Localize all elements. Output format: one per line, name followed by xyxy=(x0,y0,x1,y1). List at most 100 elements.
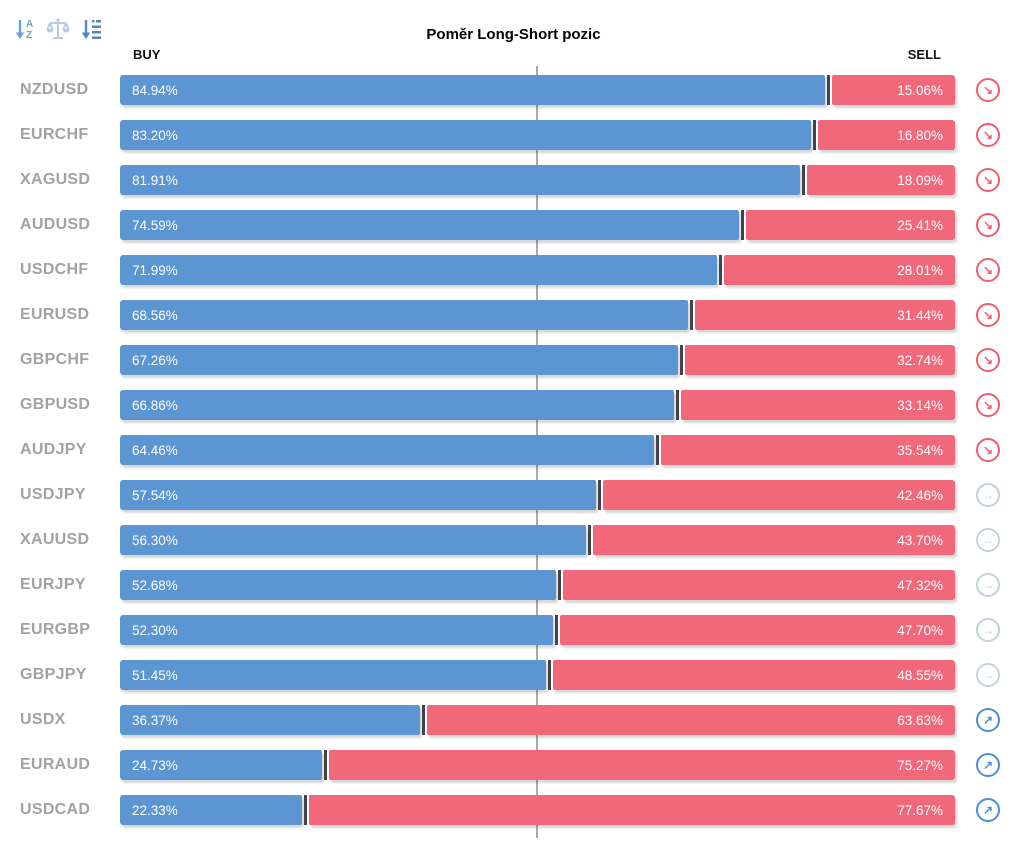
buy-value: 74.59% xyxy=(132,217,178,233)
bar-divider xyxy=(812,120,816,150)
sell-bar[interactable]: 18.09% xyxy=(806,165,955,195)
sell-bar[interactable]: 28.01% xyxy=(724,255,955,285)
sell-bar[interactable]: 77.67% xyxy=(309,795,955,825)
buy-bar[interactable]: 83.20% xyxy=(120,120,811,150)
pair-row: GBPJPY 51.45% 48.55% → xyxy=(0,660,1027,690)
buy-bar[interactable]: 22.33% xyxy=(120,795,303,825)
sell-bar[interactable]: 35.54% xyxy=(661,435,955,465)
trend-up-icon[interactable]: ↗ xyxy=(976,753,1000,777)
pair-row: EURUSD 68.56% 31.44% ↘ xyxy=(0,300,1027,330)
pair-label: AUDUSD xyxy=(20,216,91,233)
sell-bar[interactable]: 25.41% xyxy=(745,210,955,240)
sell-bar[interactable]: 75.27% xyxy=(329,750,955,780)
buy-bar[interactable]: 64.46% xyxy=(120,435,655,465)
sell-bar[interactable]: 15.06% xyxy=(832,75,955,105)
trend-up-icon[interactable]: ↗ xyxy=(976,798,1000,822)
buy-value: 52.30% xyxy=(132,622,178,638)
buy-bar[interactable]: 51.45% xyxy=(120,660,546,690)
pair-label: EURUSD xyxy=(20,306,90,323)
trend-flat-icon[interactable]: → xyxy=(976,618,1000,642)
pair-row: XAGUSD 81.91% 18.09% ↘ xyxy=(0,165,1027,195)
buy-value: 84.94% xyxy=(132,82,178,98)
sell-value: 31.44% xyxy=(897,307,943,323)
sell-bar[interactable]: 43.70% xyxy=(593,525,955,555)
trend-down-icon[interactable]: ↘ xyxy=(976,213,1000,237)
sell-bar[interactable]: 33.14% xyxy=(681,390,955,420)
sell-value: 75.27% xyxy=(897,757,943,773)
sell-value: 28.01% xyxy=(897,262,943,278)
sell-bar[interactable]: 31.44% xyxy=(695,300,955,330)
trend-flat-icon[interactable]: → xyxy=(976,573,1000,597)
buy-bar[interactable]: 66.86% xyxy=(120,390,675,420)
pair-label: XAGUSD xyxy=(20,171,91,188)
sort-alphabetical-icon[interactable]: A Z xyxy=(12,15,38,43)
buy-value: 71.99% xyxy=(132,262,178,278)
bar-track: 36.37% 63.63% xyxy=(120,705,955,735)
bar-divider xyxy=(656,435,660,465)
trend-down-icon[interactable]: ↘ xyxy=(976,303,1000,327)
trend-flat-icon[interactable]: → xyxy=(976,528,1000,552)
buy-bar[interactable]: 68.56% xyxy=(120,300,689,330)
bar-track: 66.86% 33.14% xyxy=(120,390,955,420)
bar-divider xyxy=(740,210,744,240)
sell-bar[interactable]: 47.70% xyxy=(559,615,955,645)
pair-row: EURJPY 52.68% 47.32% → xyxy=(0,570,1027,600)
buy-bar[interactable]: 67.26% xyxy=(120,345,678,375)
sell-value: 25.41% xyxy=(897,217,943,233)
sell-value: 42.46% xyxy=(897,487,943,503)
sell-value: 43.70% xyxy=(897,532,943,548)
trend-down-icon[interactable]: ↘ xyxy=(976,393,1000,417)
buy-bar[interactable]: 84.94% xyxy=(120,75,826,105)
buy-bar[interactable]: 24.73% xyxy=(120,750,323,780)
buy-bar[interactable]: 52.30% xyxy=(120,615,553,645)
bar-track: 22.33% 77.67% xyxy=(120,795,955,825)
pair-label: USDJPY xyxy=(20,486,86,503)
pair-label: USDX xyxy=(20,711,66,728)
buy-bar[interactable]: 71.99% xyxy=(120,255,718,285)
bar-track: 71.99% 28.01% xyxy=(120,255,955,285)
sell-bar[interactable]: 48.55% xyxy=(552,660,955,690)
buy-bar[interactable]: 36.37% xyxy=(120,705,420,735)
buy-bar[interactable]: 74.59% xyxy=(120,210,739,240)
sell-bar[interactable]: 63.63% xyxy=(426,705,955,735)
trend-down-icon[interactable]: ↘ xyxy=(976,168,1000,192)
bar-divider xyxy=(676,390,680,420)
pair-label: GBPCHF xyxy=(20,351,90,368)
sell-bar[interactable]: 42.46% xyxy=(603,480,955,510)
bar-track: 83.20% 16.80% xyxy=(120,120,955,150)
pair-row: GBPCHF 67.26% 32.74% ↘ xyxy=(0,345,1027,375)
pair-row: USDJPY 57.54% 42.46% → xyxy=(0,480,1027,510)
sort-amount-icon[interactable] xyxy=(78,15,104,43)
buy-value: 64.46% xyxy=(132,442,178,458)
pair-label: EURJPY xyxy=(20,576,86,593)
sell-bar[interactable]: 32.74% xyxy=(684,345,955,375)
trend-down-icon[interactable]: ↘ xyxy=(976,348,1000,372)
pair-label: NZDUSD xyxy=(20,81,89,98)
sell-bar[interactable]: 16.80% xyxy=(817,120,955,150)
buy-bar[interactable]: 81.91% xyxy=(120,165,800,195)
sell-bar[interactable]: 47.32% xyxy=(562,570,955,600)
balance-scale-icon[interactable] xyxy=(45,15,71,43)
pair-row: USDCHF 71.99% 28.01% ↘ xyxy=(0,255,1027,285)
trend-down-icon[interactable]: ↘ xyxy=(976,258,1000,282)
trend-down-icon[interactable]: ↘ xyxy=(976,78,1000,102)
bar-divider xyxy=(690,300,694,330)
trend-down-icon[interactable]: ↘ xyxy=(976,123,1000,147)
pair-row: XAUUSD 56.30% 43.70% → xyxy=(0,525,1027,555)
trend-flat-icon[interactable]: → xyxy=(976,663,1000,687)
buy-bar[interactable]: 56.30% xyxy=(120,525,587,555)
pair-rows: NZDUSD 84.94% 15.06% ↘ EURCHF 83.20% 16.… xyxy=(0,75,1027,840)
trend-down-icon[interactable]: ↘ xyxy=(976,438,1000,462)
buy-bar[interactable]: 52.68% xyxy=(120,570,556,600)
pair-row: NZDUSD 84.94% 15.06% ↘ xyxy=(0,75,1027,105)
pair-label: EURGBP xyxy=(20,621,91,638)
bar-divider xyxy=(304,795,308,825)
sell-value: 48.55% xyxy=(897,667,943,683)
trend-up-icon[interactable]: ↗ xyxy=(976,708,1000,732)
sell-value: 18.09% xyxy=(897,172,943,188)
buy-value: 67.26% xyxy=(132,352,178,368)
trend-flat-icon[interactable]: → xyxy=(976,483,1000,507)
buy-bar[interactable]: 57.54% xyxy=(120,480,597,510)
svg-text:Z: Z xyxy=(26,30,32,41)
